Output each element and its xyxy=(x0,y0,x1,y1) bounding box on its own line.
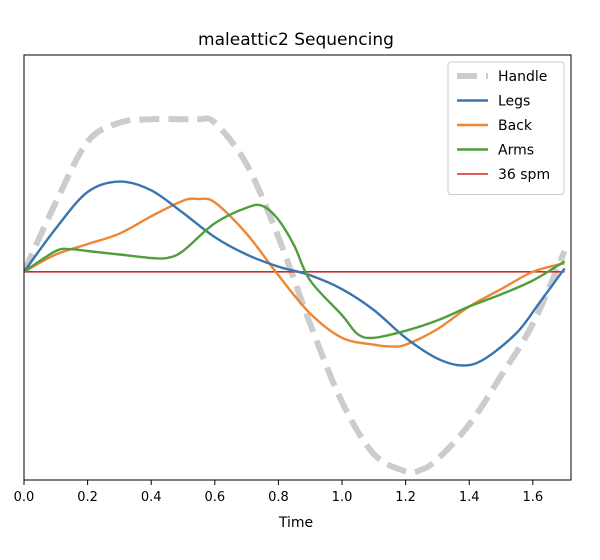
legend-label-back: Back xyxy=(498,118,533,134)
x-axis-label: Time xyxy=(278,515,313,531)
x-tick-label: 0.6 xyxy=(204,490,225,505)
legend-label-handle: Handle xyxy=(498,69,547,85)
series-line-arms xyxy=(24,203,566,340)
legend-label-36-spm: 36 spm xyxy=(498,167,550,183)
plot-frame xyxy=(23,54,572,481)
x-tick-label: 1.0 xyxy=(332,490,353,505)
x-tick-label: 0.4 xyxy=(141,490,162,505)
plot-area xyxy=(24,115,568,476)
x-axis: 0.0 0.2 0.4 0.6 0.8 1.0 1.2 1.4 1.6 xyxy=(14,480,543,505)
x-tick-label: 0.0 xyxy=(14,490,35,505)
x-tick-label: 1.4 xyxy=(459,490,480,505)
x-tick-label: 0.2 xyxy=(77,490,98,505)
chart-title: maleattic2 Sequencing xyxy=(198,30,394,50)
series-line-handle xyxy=(24,115,568,476)
legend-label-arms: Arms xyxy=(498,143,534,159)
legend-label-legs: Legs xyxy=(498,94,530,110)
x-tick-label: 1.6 xyxy=(522,490,543,505)
series-line-legs xyxy=(24,180,566,367)
x-tick-label: 0.8 xyxy=(268,490,289,505)
legend: Handle Legs Back Arms 36 spm xyxy=(447,61,565,195)
legend-box xyxy=(447,61,565,195)
x-tick-label: 1.2 xyxy=(395,490,416,505)
